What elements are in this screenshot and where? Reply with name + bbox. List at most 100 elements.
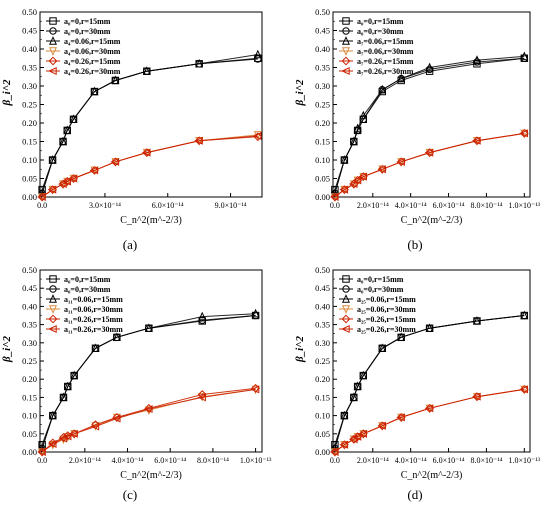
legend: a₀=0,r=15mma₀=0,r=30mma₄=0.06,r=15mma₄=0… (46, 17, 121, 76)
data-series (330, 385, 529, 456)
data-point (69, 114, 78, 123)
panel-caption-b: (b) (407, 237, 423, 252)
data-point (254, 55, 262, 63)
legend-marker (48, 325, 57, 333)
data-point (520, 51, 529, 61)
data-point (358, 429, 368, 438)
data-point (91, 343, 100, 352)
data-series (37, 131, 262, 201)
data-point (69, 429, 78, 438)
legend-label: a₁₁=0.26,r=30mm (64, 325, 123, 334)
data-series (330, 384, 529, 457)
y-tick-label: 0.40 (315, 44, 330, 54)
x-tick-label: 8.0×10⁻¹⁴ (470, 201, 502, 210)
data-point (472, 55, 481, 64)
legend-label: a₀=0,r=30mm (357, 27, 404, 36)
series-line (334, 55, 525, 194)
legend-label: a₄=0.26,r=15mm (64, 57, 121, 66)
data-point (253, 49, 262, 59)
data-point (144, 403, 154, 413)
x-axis-label: C_n^2(m^-2/3) (120, 215, 182, 226)
data-point (349, 136, 358, 146)
legend-label: a₀=0,r=30mm (64, 27, 111, 36)
legend-label: a₀=0,r=15mm (357, 275, 404, 284)
legend-marker (342, 285, 350, 293)
series-line (334, 388, 525, 453)
data-point (141, 148, 151, 157)
x-tick-label: 3.0×10⁻¹⁴ (89, 201, 121, 210)
data-point (142, 148, 152, 158)
data-point (348, 180, 358, 189)
y-tick-label: 0.15 (315, 392, 330, 402)
y-tick-label: 0.10 (22, 155, 37, 165)
legend-label: a₀=0,r=15mm (64, 275, 111, 284)
y-tick-label: 0.00 (22, 447, 37, 457)
data-point (472, 136, 482, 146)
x-tick-label: 8.0×10⁻¹⁴ (470, 456, 502, 465)
x-tick-label: 6.0×10⁻¹⁴ (433, 456, 465, 465)
data-point (58, 180, 67, 189)
x-tick-label: 6.0×10⁻¹⁴ (152, 201, 184, 210)
data-point (397, 332, 406, 342)
data-point (424, 404, 434, 413)
x-tick-label: 2.0×10⁻¹⁴ (357, 201, 389, 210)
data-series (330, 51, 529, 197)
legend-label: a₂₅=0.26,r=15mm (357, 315, 416, 324)
data-point (396, 157, 405, 166)
x-tick-label: 1.0×10⁻¹³ (240, 456, 272, 465)
legend-label: a₁₁=0.06,r=30mm (64, 305, 123, 314)
data-point (359, 110, 368, 120)
y-tick-label: 0.50 (22, 265, 37, 275)
data-point (37, 447, 47, 457)
data-point (520, 54, 529, 62)
y-tick-label: 0.40 (22, 301, 37, 311)
legend-label: a₁₁=0.06,r=15mm (64, 295, 123, 304)
data-series (38, 385, 260, 457)
series-line (334, 315, 525, 449)
y-tick-label: 0.30 (22, 81, 37, 91)
y-tick-label: 0.35 (22, 320, 37, 330)
legend-label: a₇=0.06,r=15mm (357, 37, 414, 46)
series-line (41, 134, 258, 198)
legend-marker (342, 275, 350, 283)
legend-label: a₁₁=0.26,r=15mm (64, 315, 123, 324)
x-tick-label: 1.0×10⁻¹³ (509, 201, 541, 210)
y-axis-label: β_i^2 (294, 79, 306, 106)
data-point (519, 384, 529, 394)
y-tick-label: 0.40 (315, 301, 330, 311)
series-line (334, 315, 525, 445)
legend-marker (342, 36, 350, 45)
data-series (330, 310, 529, 453)
y-axis-label: β_i^2 (1, 79, 13, 106)
data-point (194, 136, 203, 145)
data-point (473, 58, 481, 66)
legend-marker (341, 56, 351, 66)
y-tick-label: 0.00 (315, 192, 330, 202)
y-tick-label: 0.25 (22, 100, 37, 110)
data-point (348, 435, 358, 444)
legend-marker (48, 67, 57, 75)
data-series (37, 383, 261, 457)
x-tick-label: 0.0 (37, 456, 47, 465)
x-tick-label: 9.0×10⁻¹⁴ (215, 201, 247, 210)
data-point (37, 448, 46, 456)
data-series (330, 129, 529, 201)
data-point (198, 311, 207, 321)
legend-label: a₂₅=0.26,r=30mm (357, 325, 416, 334)
y-tick-label: 0.25 (315, 100, 330, 110)
legend-marker (48, 314, 58, 324)
data-point (63, 431, 73, 441)
y-tick-label: 0.15 (22, 137, 37, 147)
data-point (48, 410, 57, 420)
y-tick-label: 0.05 (22, 174, 37, 184)
y-tick-label: 0.20 (315, 374, 330, 384)
x-tick-label: 2.0×10⁻¹⁴ (69, 456, 101, 465)
y-axis-label: β_i^2 (294, 336, 306, 363)
x-tick-label: 8.0×10⁻¹⁴ (197, 456, 229, 465)
chart-panel: 0.00 0.05 0.10 0.15 0.20 0.25 0.30 0.35 0.40 0.45… (1, 7, 263, 226)
data-point (68, 174, 78, 183)
data-point (353, 123, 362, 133)
y-tick-label: 0.05 (22, 429, 37, 439)
y-tick-label: 0.50 (315, 265, 330, 275)
x-tick-label: 4.0×10⁻¹⁴ (395, 201, 427, 210)
